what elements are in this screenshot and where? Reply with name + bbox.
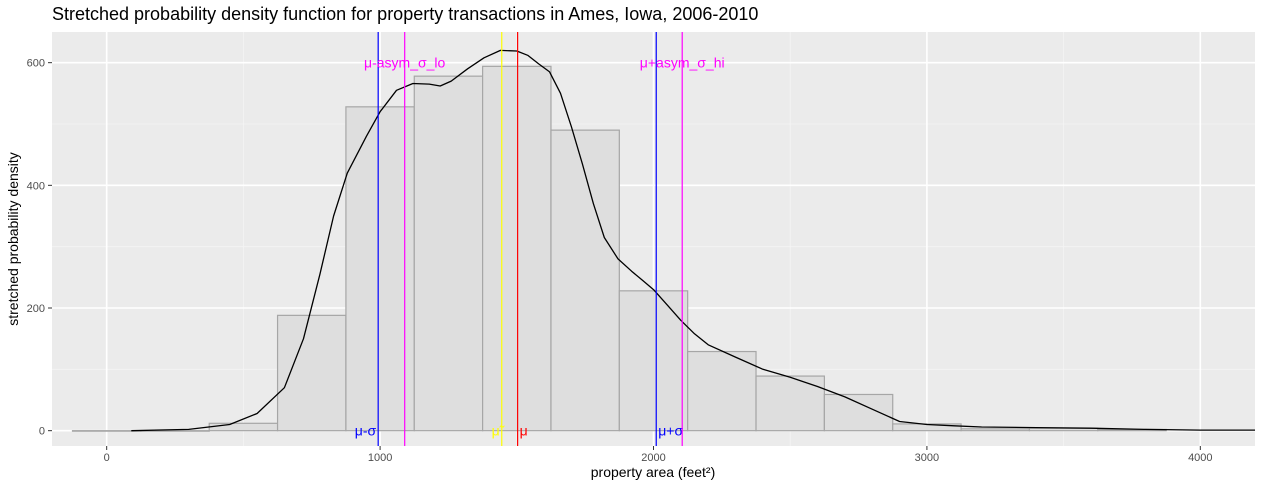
density-curve-group <box>131 49 1255 432</box>
histogram-bar <box>345 106 415 432</box>
reference-line-label: μ-σ <box>355 423 377 439</box>
histogram-bar <box>482 65 552 432</box>
y-tick-label: 600 <box>27 58 45 70</box>
histogram-bar <box>687 350 757 432</box>
histogram-bar <box>960 428 1031 432</box>
x-axis-title: property area (feet²) <box>591 464 716 480</box>
histogram-bars <box>71 65 1167 432</box>
x-tick-label: 1000 <box>368 452 392 464</box>
reference-line-label: μ+asym_σ_hi <box>640 55 725 71</box>
histogram-bar <box>618 290 689 432</box>
reference-lines: μ-σμ-asym_σ_loμ̃ μ μ+σμ+asym_σ_hi <box>355 32 725 446</box>
histogram-bar <box>413 75 484 432</box>
chart-title: Stretched probability density function f… <box>52 4 758 24</box>
y-tick-label: 200 <box>27 303 45 315</box>
histogram-bar <box>71 430 142 432</box>
x-tick-label: 4000 <box>1188 452 1212 464</box>
histogram-bar <box>208 422 279 432</box>
histogram-bar <box>755 375 825 432</box>
histogram-bar <box>276 314 347 432</box>
axis-ticks: 0 1000 2000 3000 4000 0 200 400 600 <box>27 58 1213 464</box>
reference-line-label: μ+σ <box>658 423 683 439</box>
y-tick-label: 0 <box>39 426 45 438</box>
y-tick-label: 400 <box>27 180 45 192</box>
reference-line-label: μ-asym_σ_lo <box>364 55 446 71</box>
density-curve <box>131 49 1255 432</box>
reference-line-label: μ <box>520 423 528 439</box>
x-tick-label: 0 <box>104 452 110 464</box>
x-tick-label: 2000 <box>641 452 665 464</box>
y-axis-title: stretched probability density <box>5 152 21 326</box>
histogram-bar <box>550 129 620 432</box>
histogram-bar <box>823 393 894 432</box>
x-tick-label: 3000 <box>915 452 939 464</box>
